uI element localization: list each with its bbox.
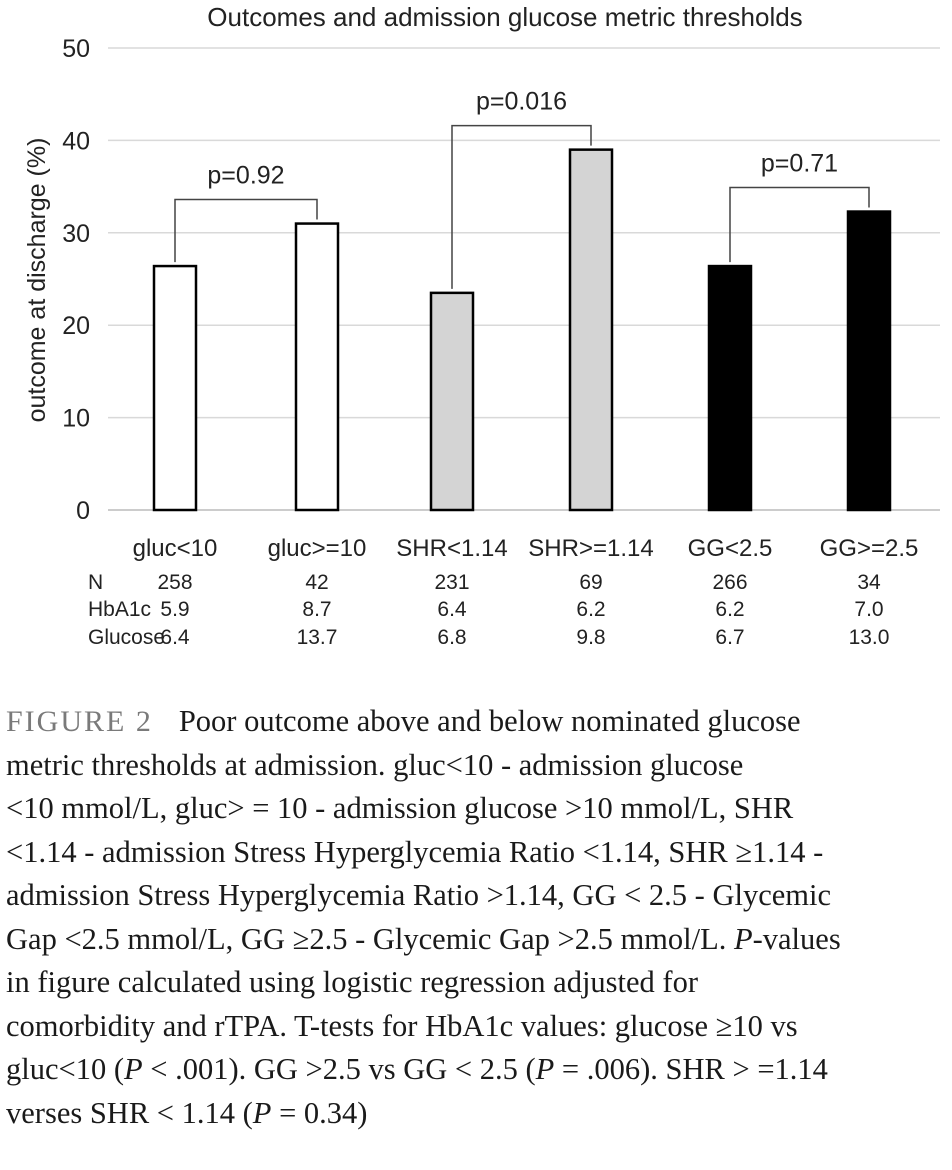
caption-line: comorbidity and rTPA. T-tests for HbA1c … xyxy=(6,1008,798,1043)
gridlines xyxy=(108,47,940,511)
table-cell: 9.8 xyxy=(576,626,605,649)
y-axis-label: outcome at discharge (%) xyxy=(23,138,51,423)
chart-title: Outcomes and admission glucose metric th… xyxy=(207,2,802,32)
table-cell: 8.7 xyxy=(302,598,331,621)
p-value-label: p=0.71 xyxy=(761,150,838,178)
y-tick-labels: 0 10 20 30 40 50 xyxy=(62,35,90,525)
category-label: GG<2.5 xyxy=(688,535,773,562)
bar-SHR<1.14 xyxy=(429,291,475,512)
y-tick-label: 20 xyxy=(62,312,90,340)
p-value-label: p=0.92 xyxy=(207,162,284,190)
bar-SHR>=1.14 xyxy=(568,148,614,512)
caption-line: <10 mmol/L, gluc> = 10 - admission gluco… xyxy=(6,791,794,825)
table-cell: 6.2 xyxy=(715,598,744,621)
table-row-label: Glucose xyxy=(88,626,165,649)
bar-chart: Outcomes and admission glucose metric th… xyxy=(23,2,940,649)
bar-gluc<10 xyxy=(152,264,198,512)
table-cell: 7.0 xyxy=(854,598,883,621)
table-cell: 13.0 xyxy=(849,626,890,649)
significance-brackets: p=0.92 p=0.016 p=0.71 xyxy=(174,88,870,289)
table-cell: 266 xyxy=(712,571,747,594)
bar-GG<2.5 xyxy=(707,264,753,512)
caption-line: gluc<10 (P < .001). GG >2.5 vs GG < 2.5 … xyxy=(6,1052,828,1086)
table-cell: 6.2 xyxy=(576,598,605,621)
figure-label: FIGURE 2 xyxy=(6,705,153,738)
significance-bracket xyxy=(451,124,592,289)
category-label: gluc>=10 xyxy=(268,535,367,562)
chart-area: Outcomes and admission glucose metric th… xyxy=(23,2,940,649)
category-label: GG>=2.5 xyxy=(820,535,919,562)
significance-bracket xyxy=(729,186,870,263)
bar-GG>=2.5 xyxy=(846,210,892,512)
category-label: SHR>=1.14 xyxy=(528,535,653,562)
caption-line: <1.14 - admission Stress Hyperglycemia R… xyxy=(6,834,824,869)
caption-line: in figure calculated using logistic regr… xyxy=(6,965,698,999)
table-cell: 6.7 xyxy=(715,626,744,649)
table-cell: 231 xyxy=(434,571,469,594)
table-cell: 69 xyxy=(579,571,602,594)
table-row-label: HbA1c xyxy=(88,598,151,621)
caption-line: verses SHR < 1.14 (P = 0.34) xyxy=(6,1095,368,1130)
table-cell: 13.7 xyxy=(297,626,338,649)
table-row-label: N xyxy=(88,571,103,594)
table-cell: 42 xyxy=(305,571,328,594)
caption-line: metric thresholds at admission. gluc<10 … xyxy=(6,747,744,782)
table-cell: 258 xyxy=(157,571,192,594)
table-cell: 34 xyxy=(857,571,881,594)
significance-bracket xyxy=(174,198,318,263)
bars xyxy=(152,148,892,512)
y-tick-label: 10 xyxy=(62,405,90,433)
category-label: SHR<1.14 xyxy=(396,535,507,562)
y-tick-label: 0 xyxy=(76,497,90,525)
p-value-label: p=0.016 xyxy=(476,88,567,116)
bar-gluc>=10 xyxy=(294,222,340,512)
caption-line: Gap <2.5 mmol/L, GG ≥2.5 - Glycemic Gap … xyxy=(6,921,841,956)
table-cell: 6.8 xyxy=(437,626,466,649)
caption-line: admission Stress Hyperglycemia Ratio >1.… xyxy=(6,878,832,912)
data-table: N 258 42 231 69 266 34 HbA1c 5.9 8.7 6.4 6.2 6.2 7.0 G… xyxy=(88,571,889,649)
caption-line: FIGURE 2 Poor outcome above and below nom… xyxy=(6,704,801,738)
figure-caption: FIGURE 2 Poor outcome above and below nom… xyxy=(6,700,946,1135)
y-tick-label: 40 xyxy=(62,127,90,155)
table-cell: 6.4 xyxy=(160,626,190,649)
y-tick-label: 50 xyxy=(62,35,90,63)
category-labels: gluc<10 gluc>=10 SHR<1.14 SHR>=1.14 GG<2.5 GG… xyxy=(133,535,919,562)
category-label: gluc<10 xyxy=(133,535,218,562)
table-cell: 5.9 xyxy=(160,598,189,621)
table-cell: 6.4 xyxy=(437,598,467,621)
y-tick-label: 30 xyxy=(62,220,90,248)
